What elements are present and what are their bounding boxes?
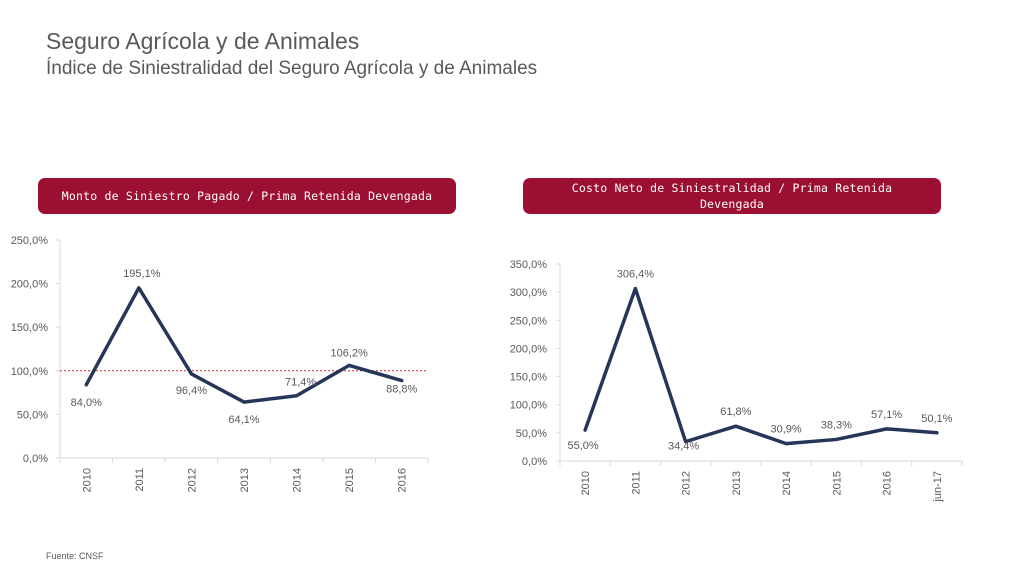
data-label: 88,8% — [386, 384, 417, 396]
data-label: 30,9% — [771, 424, 802, 436]
y-tick-label: 0,0% — [23, 453, 48, 465]
x-tick-label: 2011 — [630, 471, 642, 495]
chart-left-banner: Monto de Siniestro Pagado / Prima Reteni… — [38, 178, 456, 214]
x-tick-label: jun-17 — [932, 471, 944, 503]
data-label: 306,4% — [617, 269, 655, 281]
chart-right-banner-text: Costo Neto de Siniestralidad / Prima Ret… — [571, 181, 893, 211]
source-note: Fuente: CNSF — [46, 551, 104, 561]
data-label: 61,8% — [720, 406, 751, 418]
x-tick-label: 2016 — [882, 471, 894, 495]
y-tick-label: 50,0% — [17, 409, 48, 421]
data-label: 84,0% — [71, 397, 102, 409]
x-tick-label: 2013 — [239, 468, 251, 492]
series-line — [583, 286, 939, 446]
y-tick-label: 0,0% — [522, 456, 547, 468]
series-line — [84, 286, 404, 404]
x-tick-label: 2010 — [580, 471, 592, 495]
x-tick-label: 2012 — [681, 471, 693, 495]
data-label: 195,1% — [123, 268, 161, 280]
y-tick-label: 350,0% — [510, 259, 548, 271]
y-tick-label: 200,0% — [510, 343, 548, 355]
y-tick-label: 100,0% — [11, 366, 49, 378]
y-tick-label: 100,0% — [510, 400, 548, 412]
x-tick-label: 2016 — [397, 468, 409, 492]
data-label: 96,4% — [176, 385, 207, 397]
x-tick-label: 2012 — [186, 468, 198, 492]
x-tick-label: 2010 — [81, 468, 93, 492]
x-tick-label: 2014 — [781, 471, 793, 495]
y-tick-label: 150,0% — [11, 322, 49, 334]
page-title: Seguro Agrícola y de Animales — [46, 28, 360, 54]
data-label: 34,4% — [668, 441, 699, 453]
y-tick-label: 250,0% — [11, 235, 49, 247]
data-label: 71,4% — [285, 377, 316, 389]
data-label: 106,2% — [330, 347, 368, 359]
y-tick-label: 150,0% — [510, 372, 548, 384]
data-label: 50,1% — [921, 413, 952, 425]
x-tick-label: 2014 — [292, 468, 304, 492]
y-tick-label: 250,0% — [510, 315, 548, 327]
y-tick-label: 200,0% — [11, 279, 49, 291]
data-label: 57,1% — [871, 409, 902, 421]
data-label: 55,0% — [568, 440, 599, 452]
x-tick-label: 2015 — [344, 468, 356, 492]
data-label: 38,3% — [821, 419, 852, 431]
x-tick-label: 2015 — [831, 471, 843, 495]
y-tick-label: 50,0% — [516, 428, 547, 440]
y-tick-label: 300,0% — [510, 287, 548, 299]
chart-right-banner: Costo Neto de Siniestralidad / Prima Ret… — [523, 178, 941, 214]
page-subtitle: Índice de Siniestralidad del Seguro Agrí… — [46, 58, 538, 79]
data-label: 64,1% — [228, 414, 259, 426]
chart-left-banner-text: Monto de Siniestro Pagado / Prima Reteni… — [61, 189, 433, 203]
x-tick-label: 2011 — [134, 468, 146, 492]
x-tick-label: 2013 — [731, 471, 743, 495]
